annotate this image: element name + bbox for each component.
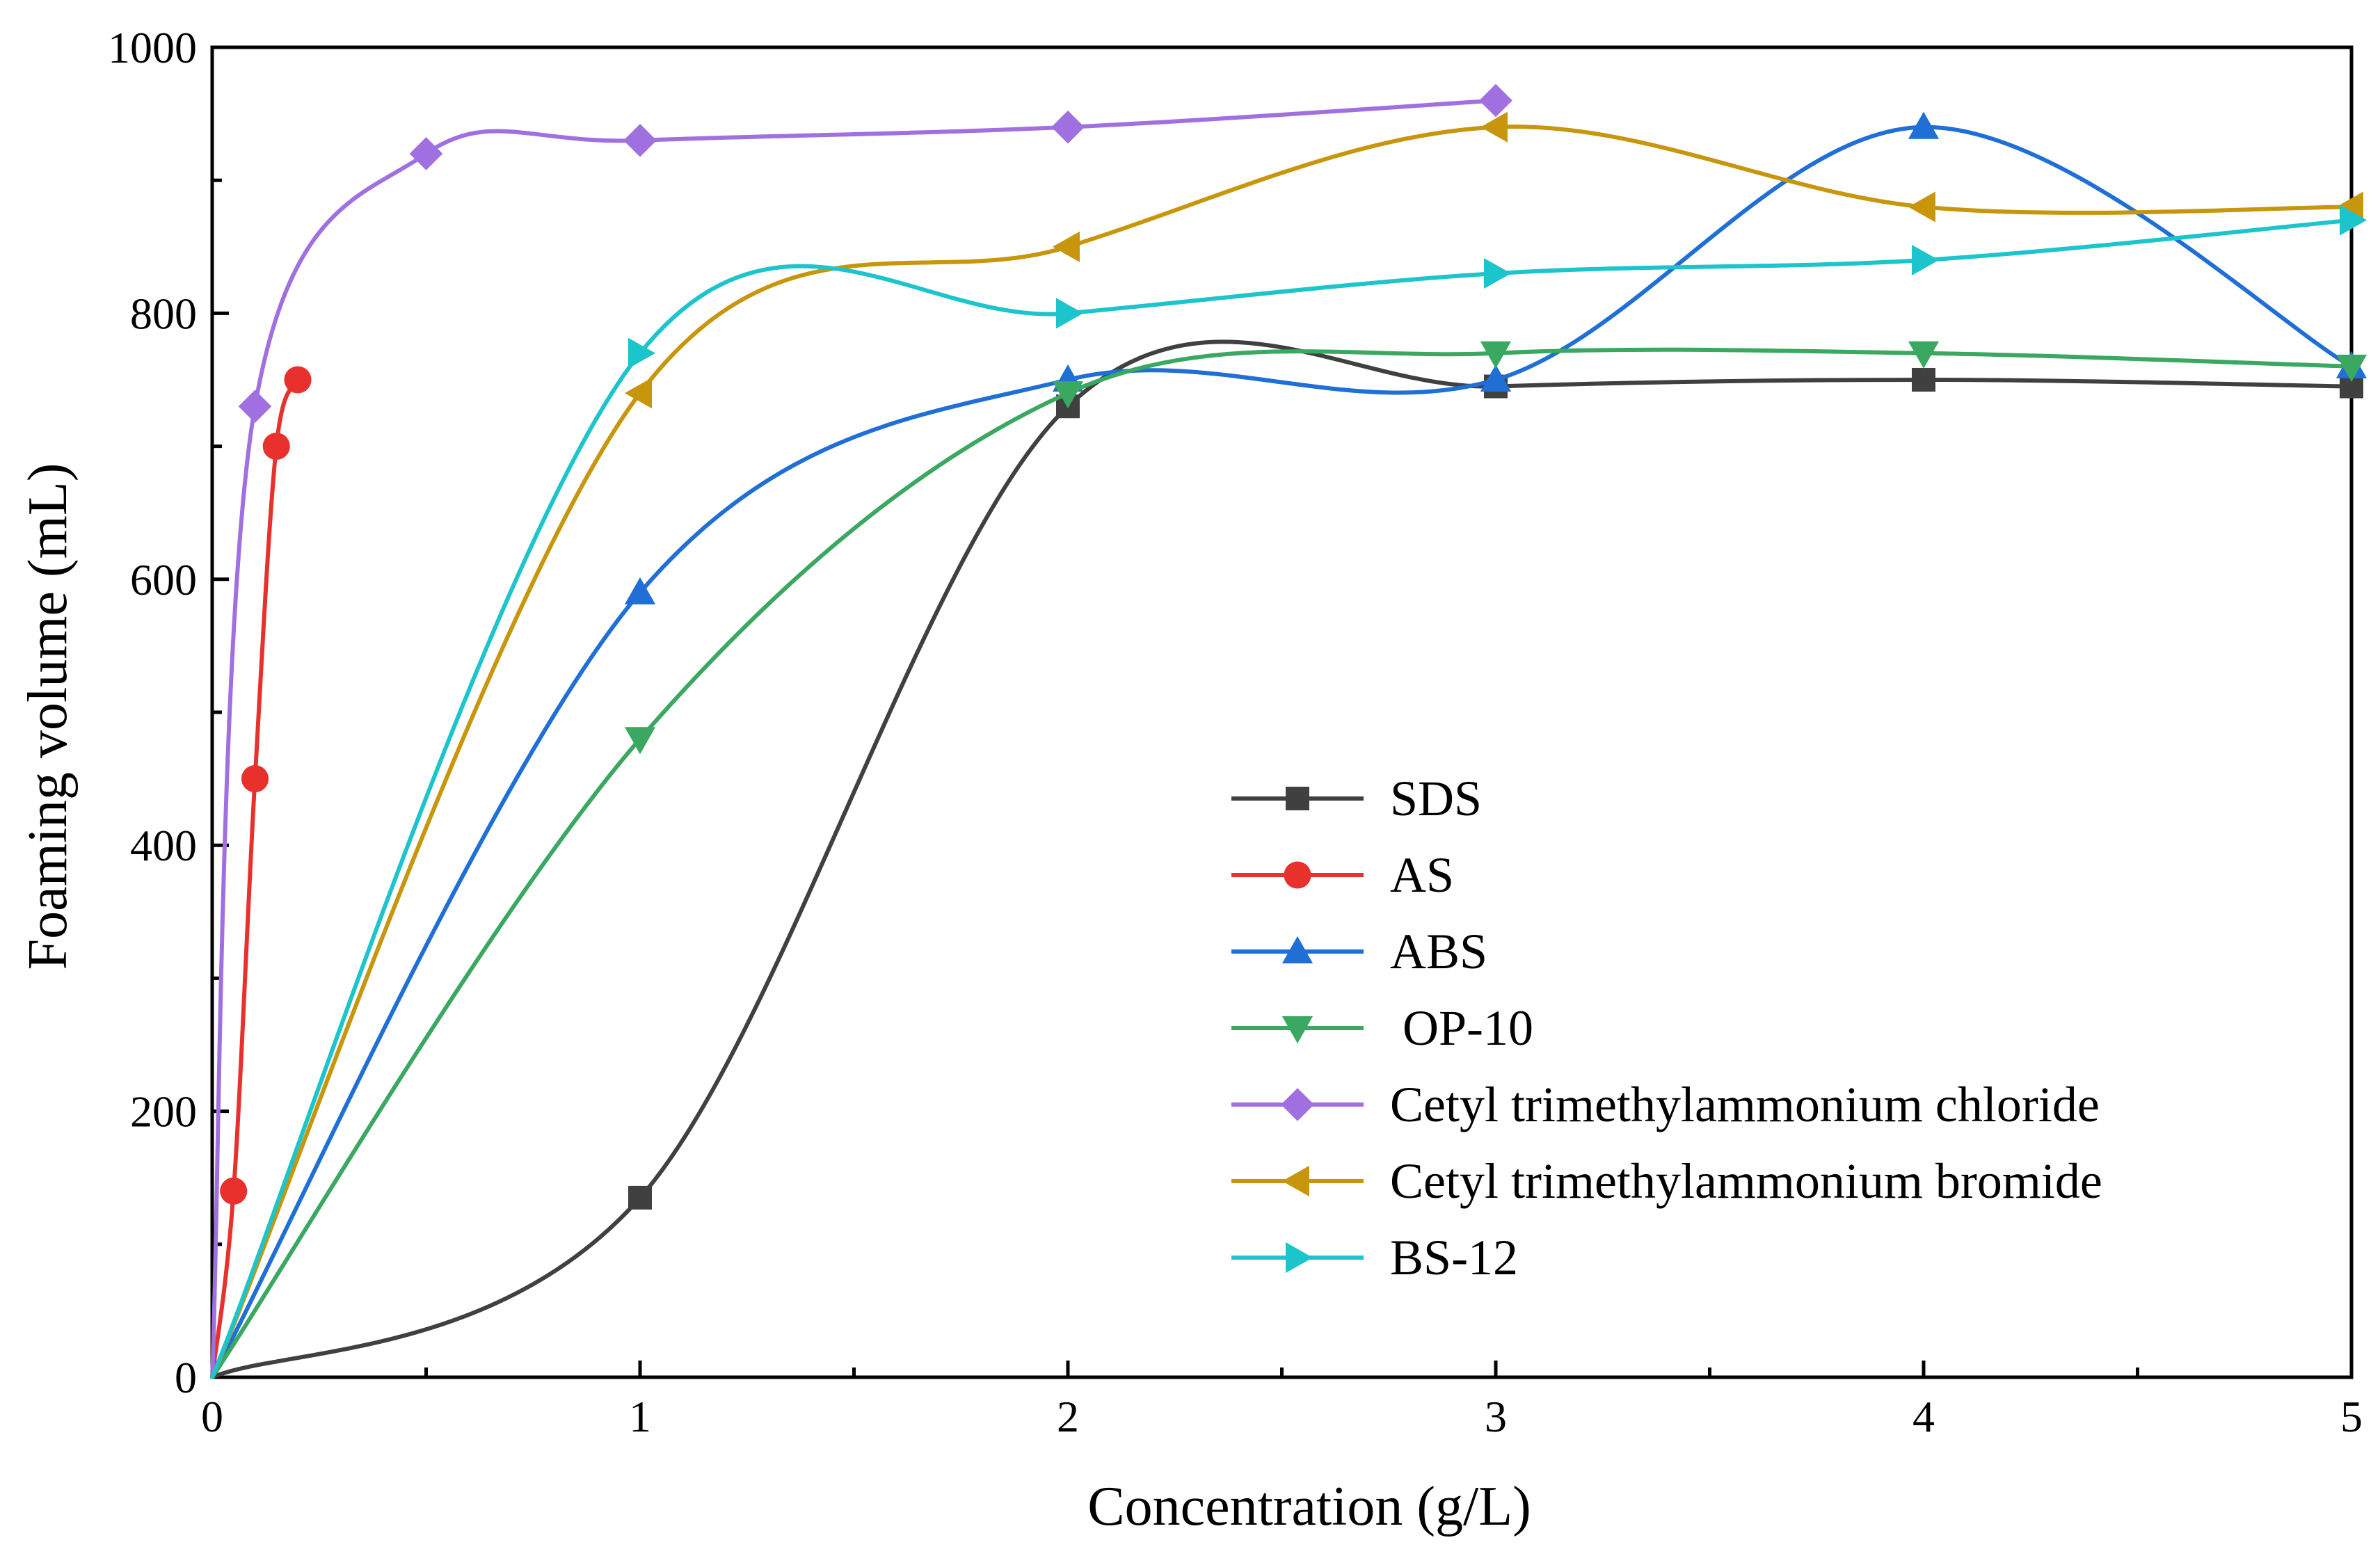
- legend-label: ABS: [1390, 924, 1487, 979]
- data-point: [1912, 244, 1940, 276]
- series-line: [210, 98, 1498, 1379]
- legend-label: Cetyl trimethylammonium chloride: [1390, 1077, 2100, 1132]
- legend-item: AS: [1231, 847, 1454, 903]
- legend-item: Cetyl trimethylammonium bromide: [1231, 1153, 2102, 1209]
- data-point: [2340, 204, 2367, 236]
- data-point: [624, 727, 656, 755]
- legend-label: BS-12: [1390, 1230, 1518, 1285]
- data-point: [1051, 110, 1085, 144]
- legend-item: BS-12: [1231, 1230, 1518, 1285]
- legend-item: ABS: [1231, 924, 1487, 979]
- data-point: [628, 337, 656, 369]
- legend: SDS AS ABS OP-10 Cetyl trimethylammonium ch…: [1231, 771, 2102, 1285]
- data-point: [1052, 231, 1080, 262]
- x-tick-label: 1: [629, 1392, 651, 1441]
- y-tick-label: 400: [130, 821, 197, 870]
- legend-marker: [1281, 1165, 1309, 1197]
- data-point: [262, 433, 290, 460]
- series-cetyl-trimethylammonium-chloride: [210, 83, 1512, 1379]
- series-line: [210, 347, 2354, 1379]
- data-point: [1480, 111, 1508, 143]
- series-op-10: [210, 341, 2367, 1379]
- legend-marker: [1286, 1242, 1313, 1274]
- y-tick-label: 0: [175, 1353, 197, 1402]
- legend-marker: [1284, 861, 1311, 889]
- data-point: [1908, 191, 1935, 223]
- data-point: [1908, 341, 1940, 369]
- data-point: [1912, 368, 1935, 392]
- data-point: [628, 1185, 652, 1210]
- data-point: [1056, 298, 1084, 329]
- y-axis-title: Foaming volume (mL): [17, 463, 79, 970]
- series-line: [210, 125, 2354, 1379]
- data-point: [1484, 257, 1512, 289]
- data-point: [623, 124, 657, 157]
- data-point: [241, 765, 269, 793]
- x-tick-label: 0: [201, 1392, 223, 1441]
- legend-marker: [1286, 787, 1309, 810]
- legend-marker: [1281, 1016, 1313, 1044]
- x-tick-label: 3: [1485, 1392, 1507, 1441]
- legend-item: Cetyl trimethylammonium chloride: [1231, 1077, 2100, 1132]
- series-bs-12: [210, 204, 2367, 1379]
- data-point: [1480, 364, 1512, 392]
- legend-item: OP-10: [1231, 1000, 1533, 1056]
- axes: 0 1 2 3 4 5 0 200 400 600 800 1000: [108, 23, 2363, 1441]
- y-tick-label: 800: [130, 289, 197, 338]
- data-point: [284, 366, 312, 394]
- x-axis-title: Concentration (g/L): [1087, 1476, 1531, 1537]
- series-line: [210, 339, 2354, 1379]
- data-point: [220, 1177, 248, 1205]
- plot-series: [210, 83, 2367, 1379]
- legend-label: SDS: [1390, 771, 1482, 826]
- data-point: [1052, 381, 1084, 409]
- data-point: [1908, 111, 1940, 139]
- y-tick-label: 600: [130, 555, 197, 604]
- legend-label: OP-10: [1390, 1000, 1533, 1056]
- series-as: [210, 366, 312, 1379]
- legend-marker: [1281, 1088, 1314, 1121]
- legend-label: AS: [1390, 847, 1454, 903]
- data-point: [238, 390, 272, 424]
- data-point: [1480, 341, 1512, 369]
- y-tick-label: 1000: [108, 23, 197, 72]
- x-tick-label: 5: [2340, 1392, 2363, 1441]
- data-point: [624, 378, 652, 409]
- data-point: [409, 137, 443, 170]
- x-tick-label: 4: [1912, 1392, 1935, 1441]
- legend-marker: [1281, 936, 1313, 963]
- legend-item: SDS: [1231, 771, 1482, 826]
- data-point: [1479, 83, 1512, 118]
- series-sds: [210, 339, 2363, 1379]
- x-tick-label: 2: [1057, 1392, 1079, 1441]
- y-tick-label: 200: [130, 1087, 197, 1137]
- legend-label: Cetyl trimethylammonium bromide: [1390, 1153, 2102, 1209]
- data-point: [624, 577, 656, 604]
- data-point: [2335, 354, 2367, 382]
